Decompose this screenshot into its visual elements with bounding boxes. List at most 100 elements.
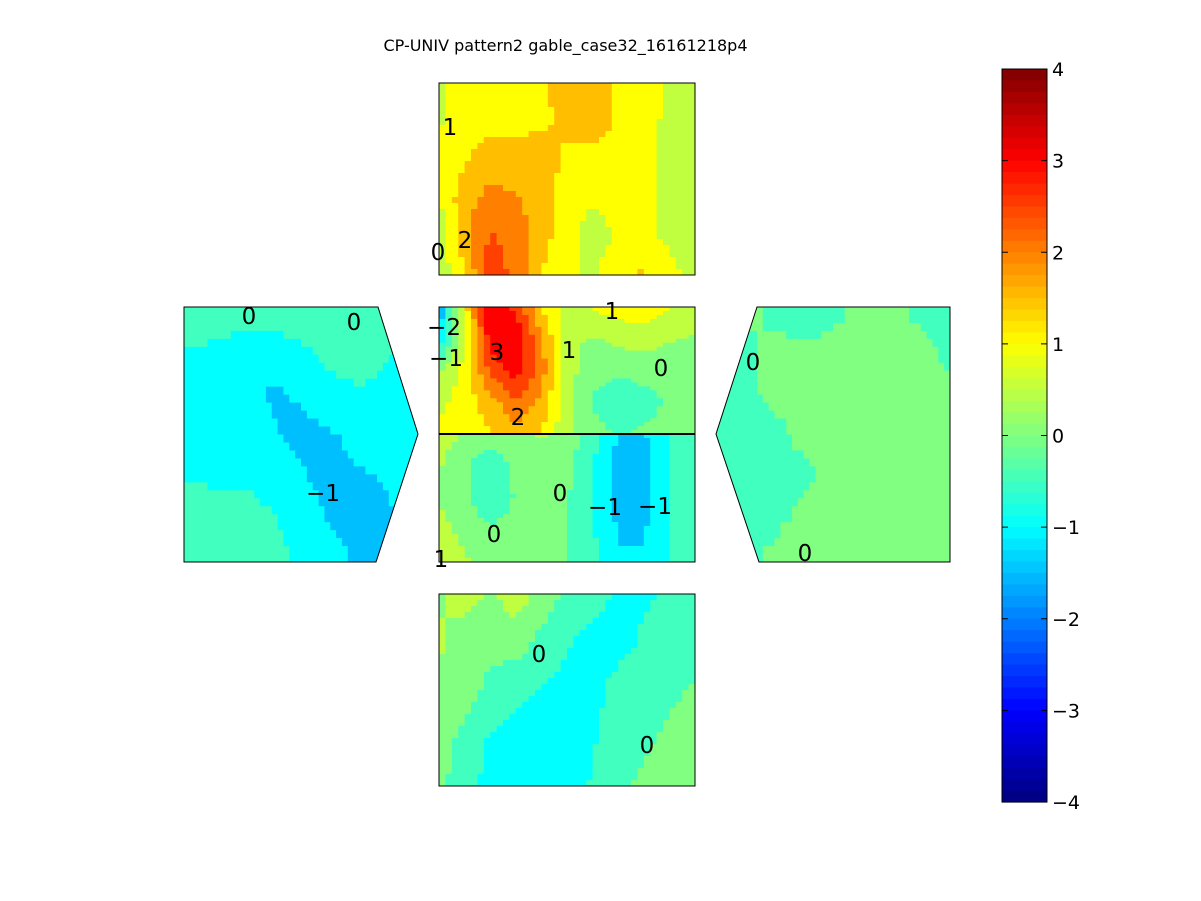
heat-cell — [535, 470, 542, 475]
heat-cell — [586, 502, 594, 507]
heat-cell — [471, 362, 478, 368]
heat-cell — [624, 490, 632, 495]
heat-cell — [682, 630, 690, 637]
heat-cell — [631, 458, 638, 463]
heat-cell — [496, 161, 504, 168]
heat-cell — [471, 143, 478, 150]
heat-cell — [637, 269, 645, 275]
heat-cell — [471, 378, 478, 384]
heat-cell — [599, 338, 606, 344]
heat-cell — [451, 762, 459, 769]
heat-cell — [618, 406, 626, 411]
heat-cell — [496, 550, 504, 555]
heat-cell — [682, 191, 690, 198]
heat-cell — [503, 251, 510, 258]
heat-cell — [503, 454, 510, 459]
heat-cell — [477, 554, 485, 559]
heat-cell — [669, 89, 677, 96]
heat-cell — [586, 744, 594, 751]
heat-cell — [515, 462, 523, 467]
heat-cell — [643, 684, 651, 691]
heat-cell — [586, 550, 594, 555]
heat-cell — [554, 450, 562, 455]
heat-cell — [643, 538, 651, 543]
heat-cell — [631, 167, 638, 174]
heat-cell — [669, 362, 677, 368]
heat-cell — [592, 95, 600, 102]
heat-cell — [586, 446, 594, 451]
heat-cell — [611, 263, 619, 270]
heat-cell — [528, 342, 536, 348]
heat-cell — [663, 83, 670, 90]
heat-cell — [509, 251, 517, 258]
heat-cell — [592, 89, 600, 96]
heat-cell — [637, 478, 645, 483]
heat-cell — [451, 466, 459, 471]
heat-cell — [637, 394, 645, 399]
heat-cell — [592, 550, 600, 555]
heat-cell — [496, 358, 504, 364]
heat-cell — [528, 263, 536, 270]
heat-cell — [528, 257, 536, 264]
heat-cell — [586, 630, 594, 637]
heat-cell — [503, 482, 510, 487]
heat-cell — [573, 263, 581, 270]
heat-cell — [656, 720, 664, 727]
heat-cell — [579, 612, 587, 619]
heat-cell — [573, 131, 581, 138]
heat-cell — [675, 418, 683, 423]
heat-cell — [631, 161, 638, 168]
heat-cell — [445, 490, 453, 495]
heat-cell — [605, 538, 613, 543]
heat-cell — [567, 462, 574, 467]
heat-cell — [637, 490, 645, 495]
heat-cell — [618, 714, 626, 721]
heat-cell — [528, 550, 536, 555]
heat-cell — [515, 612, 523, 619]
heat-cell — [471, 756, 478, 763]
heat-cell — [503, 370, 510, 376]
heat-cell — [445, 113, 453, 120]
heat-cell — [586, 95, 594, 102]
heat-cell — [515, 696, 523, 703]
heat-cell — [471, 506, 478, 511]
heat-cell — [567, 334, 574, 340]
heat-cell — [637, 426, 645, 431]
heat-cell — [579, 486, 587, 491]
heat-cell — [688, 386, 695, 391]
heat-cell — [599, 514, 606, 519]
heat-cell — [483, 269, 491, 275]
heat-cell — [567, 654, 574, 661]
heat-cell — [458, 422, 466, 427]
heat-cell — [669, 454, 677, 459]
heat-cell — [669, 702, 677, 709]
heat-cell — [675, 422, 683, 427]
heat-cell — [656, 430, 664, 434]
heat-cell — [509, 738, 517, 745]
heat-cell — [656, 726, 664, 733]
chart-title: CP-UNIV pattern2 gable_case32_16161218p4 — [383, 36, 748, 55]
heat-cell — [464, 137, 472, 144]
heat-cell — [643, 554, 651, 559]
heat-cell — [541, 550, 549, 555]
heat-cell — [650, 606, 658, 613]
heat-cell — [490, 672, 498, 679]
heat-cell — [445, 149, 453, 156]
heat-cell — [528, 362, 536, 368]
heat-cell — [643, 470, 651, 475]
heat-cell — [656, 422, 664, 427]
heat-cell — [643, 466, 651, 471]
heat-cell — [503, 382, 510, 387]
heat-cell — [611, 542, 619, 547]
heat-cell — [643, 636, 651, 643]
heat-cell — [451, 720, 459, 727]
heat-cell — [464, 143, 472, 150]
heat-cell — [483, 113, 491, 120]
heat-cell — [464, 538, 472, 543]
heat-cell — [643, 660, 651, 667]
heat-cell — [618, 648, 626, 655]
heat-cell — [547, 89, 555, 96]
heat-cell — [496, 514, 504, 519]
heat-cell — [522, 119, 530, 126]
heat-cell — [483, 338, 491, 344]
